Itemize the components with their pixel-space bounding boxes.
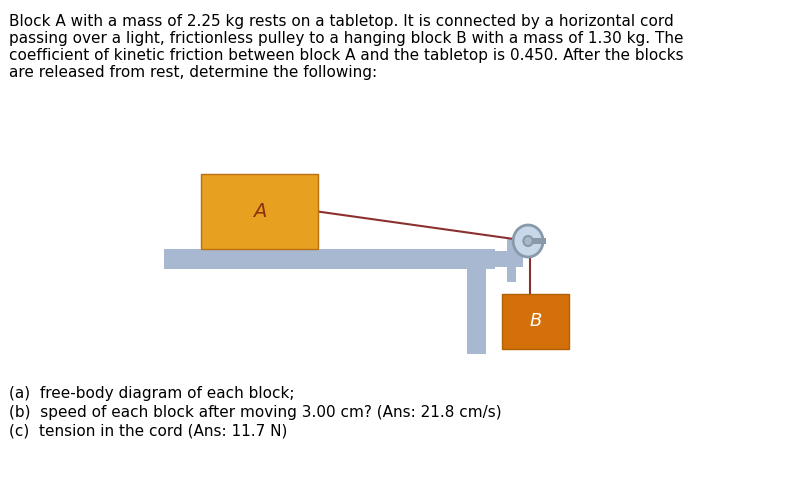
Text: Block A with a mass of 2.25 kg rests on a tabletop. It is connected by a horizon: Block A with a mass of 2.25 kg rests on … [10, 14, 673, 29]
Text: (c)  tension in the cord (Ans: 11.7 N): (c) tension in the cord (Ans: 11.7 N) [10, 424, 287, 439]
Text: are released from rest, determine the following:: are released from rest, determine the fo… [10, 65, 377, 80]
Text: passing over a light, frictionless pulley to a hanging block B with a mass of 1.: passing over a light, frictionless pulle… [10, 31, 683, 46]
Bar [467, 269, 486, 354]
Text: (a)  free-body diagram of each block;: (a) free-body diagram of each block; [10, 386, 294, 401]
Text: B: B [529, 312, 541, 331]
Bar [486, 251, 523, 267]
Circle shape [513, 225, 543, 257]
Bar [200, 174, 317, 249]
Bar [506, 239, 515, 251]
Text: coefficient of kinetic friction between block A and the tabletop is 0.450. After: coefficient of kinetic friction between … [10, 48, 683, 63]
Bar [532, 238, 545, 244]
Circle shape [523, 236, 532, 246]
Bar [506, 267, 515, 282]
Text: A: A [252, 202, 266, 221]
Text: (b)  speed of each block after moving 3.00 cm? (Ans: 21.8 cm/s): (b) speed of each block after moving 3.0… [10, 405, 501, 420]
Bar [163, 249, 495, 269]
Bar [501, 294, 569, 349]
